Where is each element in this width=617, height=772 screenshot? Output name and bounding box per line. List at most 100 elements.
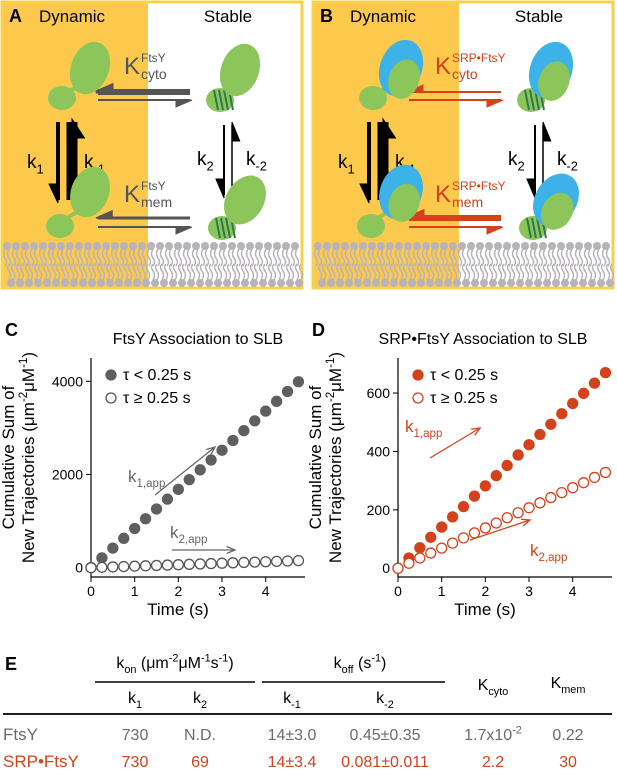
lipid-head bbox=[34, 279, 42, 287]
y-tick-label: 4000 bbox=[52, 373, 83, 389]
lipid-tail bbox=[565, 248, 575, 267]
lipid-head bbox=[440, 242, 448, 250]
data-point bbox=[523, 439, 535, 451]
lipid-head bbox=[462, 279, 470, 287]
lipid-tail bbox=[159, 263, 169, 281]
rate-label-part: k bbox=[557, 149, 567, 170]
data-point bbox=[227, 557, 239, 569]
lipid-tail bbox=[249, 263, 259, 281]
annotation-arrow bbox=[469, 519, 531, 541]
lipid-head bbox=[390, 279, 398, 287]
lipid-head bbox=[295, 279, 303, 287]
lipid-tail bbox=[497, 263, 507, 281]
lipid-tail bbox=[407, 263, 417, 281]
lipid-tail bbox=[547, 248, 557, 267]
lipid-head bbox=[476, 242, 484, 250]
lipid-tail bbox=[475, 248, 485, 267]
lipid-head bbox=[106, 279, 114, 287]
lipid-tail bbox=[443, 263, 453, 281]
cell-part: N.D. bbox=[184, 727, 216, 744]
rate-label: k1 bbox=[27, 152, 44, 177]
cell: 730 bbox=[122, 754, 149, 771]
arrow-head bbox=[542, 121, 552, 142]
lipid-tail bbox=[11, 248, 21, 267]
column-header: k-1 bbox=[283, 690, 301, 711]
data-point bbox=[270, 555, 283, 567]
lipid-tail bbox=[466, 248, 476, 267]
lipid-tail bbox=[583, 248, 593, 267]
lipid-head bbox=[264, 242, 272, 250]
lipid-head bbox=[516, 279, 524, 287]
k-main: K bbox=[124, 53, 140, 80]
legend-label: τ ≥ 0.25 s bbox=[123, 390, 191, 407]
lipid-tail bbox=[367, 248, 377, 267]
cell-part: 14±3.0 bbox=[268, 727, 317, 744]
lipid-head bbox=[156, 242, 164, 250]
rate-label-part: k bbox=[27, 152, 37, 173]
g-domain bbox=[224, 175, 266, 225]
arrow-head bbox=[215, 178, 225, 199]
data-point bbox=[479, 480, 491, 492]
y-tick-label: 0 bbox=[382, 560, 390, 576]
cell: 69 bbox=[191, 754, 209, 771]
k-sub: cyto bbox=[452, 66, 478, 82]
x-tick-label: 0 bbox=[394, 583, 402, 599]
annotation-part: k bbox=[128, 467, 137, 486]
lipid-head bbox=[25, 279, 33, 287]
lipid-head bbox=[277, 279, 285, 287]
lipid-head bbox=[363, 279, 371, 287]
lipid-tail bbox=[439, 248, 449, 267]
lipid-head bbox=[21, 242, 29, 250]
panel-frame bbox=[0, 0, 304, 290]
rate-label: k2 bbox=[197, 149, 214, 174]
x-tick-label: 1 bbox=[438, 583, 446, 599]
group-header-part: ) bbox=[381, 655, 386, 672]
lipid-head bbox=[115, 279, 123, 287]
helix bbox=[524, 89, 530, 111]
lipid-head bbox=[422, 242, 430, 250]
annotation-arrow-head bbox=[520, 518, 532, 527]
y-axis-label: New Trajectories (μm-2μM-1) bbox=[325, 352, 345, 563]
lipid-head bbox=[386, 242, 394, 250]
lipid-head bbox=[345, 279, 353, 287]
cell-part: 1.7x10 bbox=[464, 727, 512, 744]
annotation-part: 2,app bbox=[539, 552, 568, 564]
data-point bbox=[238, 425, 250, 437]
lipid-tail bbox=[276, 263, 286, 281]
lipid-tail bbox=[425, 263, 435, 281]
lipid-head bbox=[579, 279, 587, 287]
lipid-head bbox=[97, 279, 105, 287]
lipid-tail bbox=[380, 263, 390, 281]
data-point bbox=[172, 483, 184, 496]
data-point bbox=[392, 562, 404, 574]
lipid-tail bbox=[344, 263, 354, 281]
panel-label: C bbox=[5, 320, 18, 340]
lipid-tail bbox=[448, 248, 458, 267]
legend-marker bbox=[105, 369, 117, 381]
g-domain bbox=[388, 59, 420, 99]
zone-label: Stable bbox=[204, 7, 252, 26]
lipid-head bbox=[286, 279, 294, 287]
lipid-head bbox=[453, 279, 461, 287]
lipid-head bbox=[66, 242, 74, 250]
lipid-tail bbox=[506, 263, 516, 281]
lipid-head bbox=[498, 279, 506, 287]
lipid-head bbox=[467, 242, 475, 250]
lipid-tail bbox=[457, 248, 467, 267]
arrow-head bbox=[382, 117, 397, 139]
lipid-tail bbox=[362, 263, 372, 281]
lipid-tail bbox=[213, 263, 223, 281]
lipid-head bbox=[75, 242, 83, 250]
arrow-head bbox=[71, 117, 86, 139]
lipid-head bbox=[255, 242, 263, 250]
lipid-head bbox=[413, 242, 421, 250]
data-point bbox=[281, 385, 294, 398]
lipid-head bbox=[205, 279, 213, 287]
lipid-head bbox=[246, 242, 254, 250]
lipid-head bbox=[399, 279, 407, 287]
group-header-part: -1 bbox=[219, 653, 229, 665]
lipid-tail bbox=[533, 263, 543, 281]
lipid-tail bbox=[33, 263, 43, 281]
data-point bbox=[249, 415, 261, 427]
lipid-tail bbox=[24, 263, 34, 281]
